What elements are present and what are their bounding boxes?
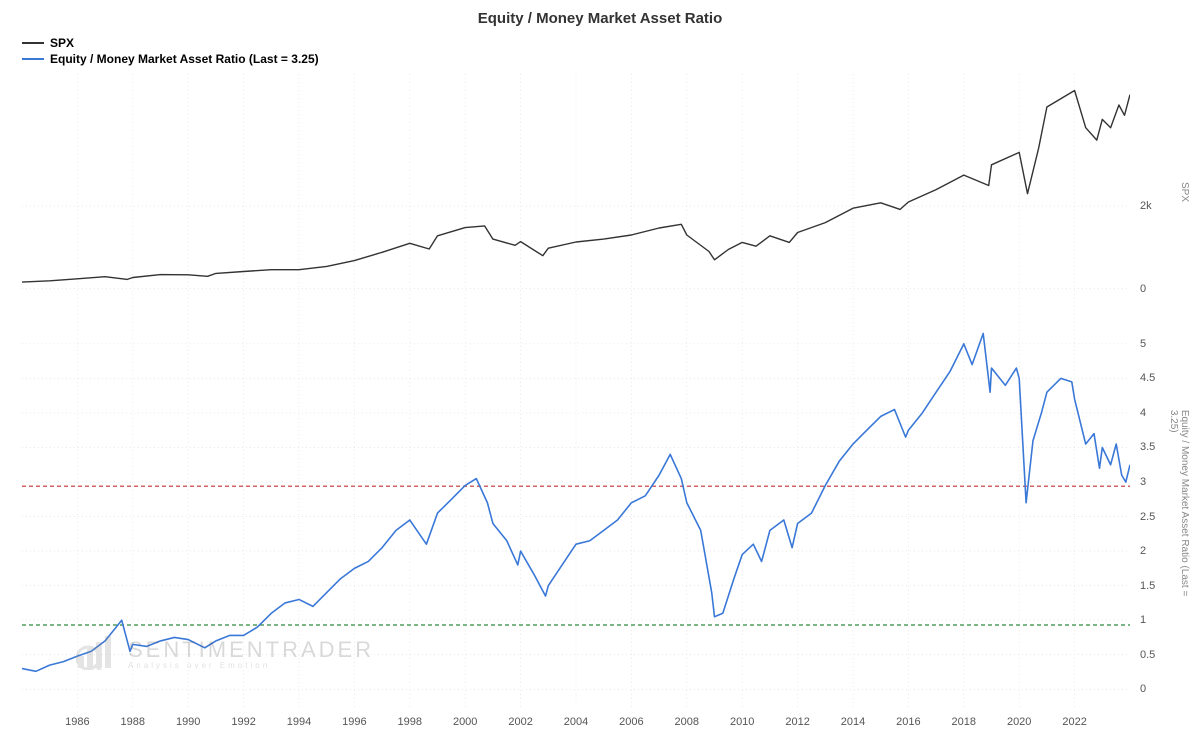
xtick: 2020 [1007, 716, 1031, 728]
legend-swatch-ratio [22, 58, 44, 61]
ytick-bottom: 1.5 [1140, 580, 1155, 592]
xtick: 2000 [453, 716, 477, 728]
ytick-bottom: 1 [1140, 614, 1146, 626]
ytick-top: 2k [1140, 200, 1152, 212]
y-axis-title-top: SPX [1179, 182, 1190, 202]
xtick: 2022 [1062, 716, 1086, 728]
xtick: 1994 [287, 716, 311, 728]
xtick: 1992 [231, 716, 255, 728]
legend-label-ratio: Equity / Money Market Asset Ratio (Last … [50, 52, 319, 66]
xtick: 1996 [342, 716, 366, 728]
xtick: 2012 [785, 716, 809, 728]
xtick: 2018 [952, 716, 976, 728]
legend-label-spx: SPX [50, 36, 74, 50]
xtick: 2014 [841, 716, 865, 728]
xtick: 1988 [121, 716, 145, 728]
ytick-bottom: 5 [1140, 338, 1146, 350]
ytick-top: 0 [1140, 283, 1146, 295]
x-axis: 1986 1988 1990 1992 1994 1996 1998 2000 2002 2004… [22, 710, 1130, 750]
y-axis-title-bottom: Equity / Money Market Asset Ratio (Last … [1168, 409, 1190, 609]
plot-svg [22, 74, 1130, 710]
legend-swatch-spx [22, 42, 44, 45]
y-axis-right: 0 2k SPX 0 0.5 1 1.5 2 2.5 3 3.5 4 4.5 5 Equity / Mone… [1130, 74, 1200, 710]
xtick: 1986 [65, 716, 89, 728]
xtick: 2008 [675, 716, 699, 728]
xtick: 1998 [398, 716, 422, 728]
ytick-bottom: 3 [1140, 476, 1146, 488]
ytick-bottom: 4 [1140, 407, 1146, 419]
legend-item-spx: SPX [22, 36, 319, 50]
ytick-bottom: 0 [1140, 683, 1146, 695]
ytick-bottom: 2.5 [1140, 511, 1155, 523]
legend: SPX Equity / Money Market Asset Ratio (L… [22, 36, 319, 68]
ytick-bottom: 3.5 [1140, 441, 1155, 453]
plot-area [22, 74, 1130, 710]
xtick: 2006 [619, 716, 643, 728]
ytick-bottom: 0.5 [1140, 649, 1155, 661]
xtick: 2004 [564, 716, 588, 728]
ytick-bottom: 2 [1140, 545, 1146, 557]
chart-title: Equity / Money Market Asset Ratio [0, 0, 1200, 33]
xtick: 2016 [896, 716, 920, 728]
xtick: 2010 [730, 716, 754, 728]
ytick-bottom: 4.5 [1140, 372, 1155, 384]
xtick: 2002 [508, 716, 532, 728]
legend-item-ratio: Equity / Money Market Asset Ratio (Last … [22, 52, 319, 66]
xtick: 1990 [176, 716, 200, 728]
